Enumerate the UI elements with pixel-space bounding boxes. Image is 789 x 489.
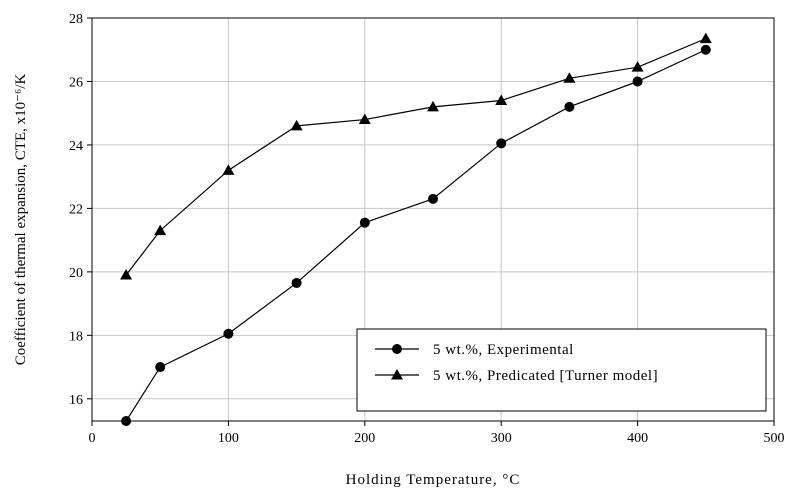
- data-point-triangle: [495, 94, 508, 106]
- x-tick-label: 300: [491, 431, 512, 446]
- data-point-circle: [700, 44, 711, 55]
- data-point-triangle: [290, 119, 303, 131]
- series-1: [121, 44, 711, 426]
- data-point-circle: [564, 101, 575, 112]
- y-tick-label: 16: [69, 393, 83, 408]
- y-axis-title: Coefficient of thermal expansion, CTE, x…: [13, 74, 29, 366]
- x-tick-label: 0: [89, 431, 96, 446]
- plot-frame: [91, 17, 775, 422]
- x-tick-label: 200: [354, 431, 375, 446]
- x-tick-label: 500: [764, 431, 785, 446]
- data-point-triangle: [120, 269, 133, 280]
- series-2: [120, 32, 712, 280]
- legend-circle-marker: [392, 344, 402, 354]
- data-point-circle: [428, 193, 438, 204]
- legend-label: 5 wt.%, Experimental: [433, 342, 574, 358]
- data-point-circle: [496, 138, 507, 149]
- x-tick-label: 100: [218, 431, 239, 446]
- x-tick-label: 400: [627, 431, 648, 446]
- data-point-triangle: [222, 164, 235, 175]
- y-tick-label: 18: [69, 329, 83, 344]
- data-point-triangle: [699, 32, 712, 44]
- data-point-circle: [155, 362, 166, 373]
- data-point-circle: [632, 76, 643, 87]
- data-point-circle: [359, 217, 370, 228]
- data-point-triangle: [427, 100, 439, 112]
- legend: 5 wt.%, Experimental 5 wt.%, Predicated […: [356, 328, 767, 412]
- series-line: [125, 38, 707, 276]
- y-tick-label: 24: [69, 139, 83, 154]
- data-point-circle: [223, 328, 234, 339]
- legend-box: [356, 328, 767, 412]
- y-tick-label: 20: [69, 266, 83, 281]
- data-point-triangle: [154, 224, 167, 236]
- y-tick-label: 26: [69, 75, 83, 90]
- y-tick-label: 28: [69, 12, 83, 27]
- legend-label: 5 wt.%, Predicated [Turner model]: [433, 368, 658, 384]
- data-point-circle: [291, 277, 302, 288]
- data-point-triangle: [563, 72, 576, 83]
- data-point-circle: [121, 416, 132, 426]
- axis-ticks: 0 100 200 300 400 500 16 18 20 22 24 26 28: [69, 12, 785, 446]
- x-axis-title: Holding Temperature, °C: [346, 472, 521, 488]
- legend-triangle-marker: [391, 369, 403, 380]
- series-line: [125, 49, 707, 422]
- y-tick-label: 22: [69, 202, 83, 217]
- series-layer: [120, 32, 712, 426]
- data-point-triangle: [358, 113, 371, 125]
- data-point-triangle: [631, 61, 644, 72]
